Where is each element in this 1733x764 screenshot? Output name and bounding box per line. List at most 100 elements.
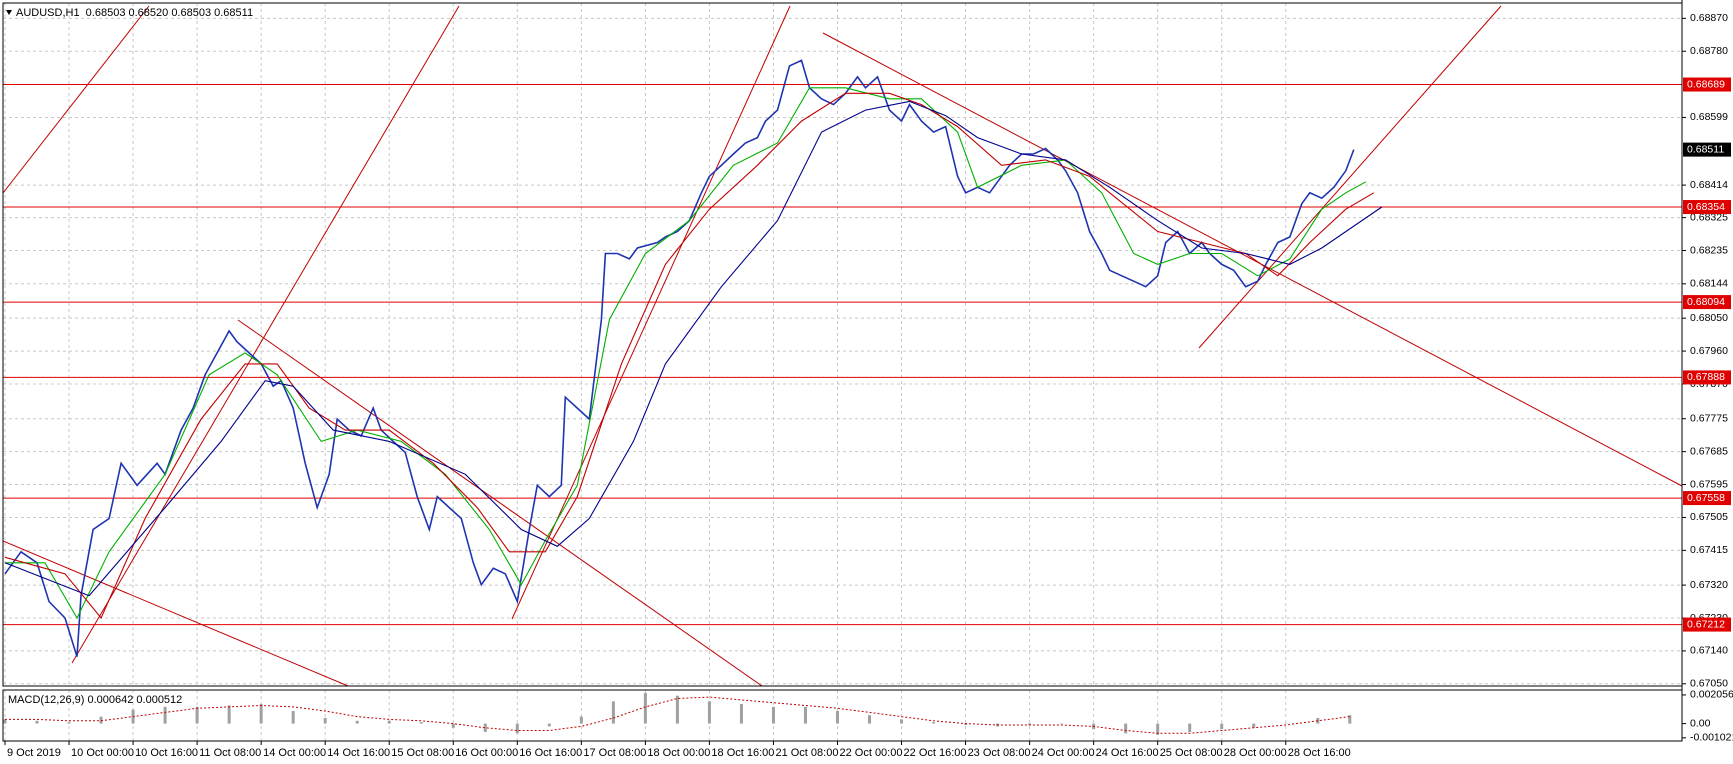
last-price-bg <box>1683 142 1731 157</box>
y-tick-label: 0.67415 <box>1690 544 1728 556</box>
x-tick-label: 17 Oct 08:00 <box>583 747 646 759</box>
level-label-bg <box>1683 200 1731 215</box>
y-tick-label: 0.68144 <box>1690 278 1728 290</box>
level-label: 0.67558 <box>1687 492 1725 504</box>
macd-label: MACD(12,26,9) 0.000642 0.000512 <box>8 694 182 706</box>
y-tick-label: 0.68050 <box>1690 312 1728 324</box>
x-tick-label: 28 Oct 16:00 <box>1288 747 1351 759</box>
macd-bar <box>259 704 263 724</box>
y-tick-label: 0.67140 <box>1690 645 1728 657</box>
macd-bar <box>1188 723 1192 732</box>
y-tick-label: 0.68235 <box>1690 244 1728 256</box>
level-label: 0.68094 <box>1687 296 1725 308</box>
x-tick-label: 23 Oct 08:00 <box>968 747 1031 759</box>
menu-icon <box>6 10 12 15</box>
trendline <box>1198 5 1502 349</box>
x-tick-label: 24 Oct 00:00 <box>1032 747 1095 759</box>
label-layer: 9 Oct 2019 10 Oct 00:00 10 Oct 16:00 11 Oct… <box>3 0 1733 759</box>
macd-bar <box>355 720 359 724</box>
macd-bar <box>291 711 295 724</box>
trendline <box>3 5 150 194</box>
macd-bar <box>387 720 391 724</box>
y-tick-label: 0.68414 <box>1690 179 1728 191</box>
x-tick-label: 16 Oct 16:00 <box>519 747 582 759</box>
macd-bar <box>323 718 327 724</box>
y-tick-label: 0.67320 <box>1690 579 1728 591</box>
macd-bar <box>35 720 39 724</box>
chart-title: AUDUSD,H1 0.68503 0.68520 0.68503 0.6851… <box>16 7 253 19</box>
level-label: 0.68354 <box>1687 201 1725 213</box>
macd-bar <box>227 705 231 724</box>
macd-bar <box>739 704 743 724</box>
macd-bar <box>707 701 711 724</box>
y-tick-label: 0.67685 <box>1690 445 1728 457</box>
macd-bar <box>868 715 872 724</box>
x-tick-label: 14 Oct 16:00 <box>327 747 390 759</box>
x-tick-label: 28 Oct 00:00 <box>1224 747 1287 759</box>
macd-bar <box>99 716 103 724</box>
level-label-bg <box>1683 77 1731 92</box>
macd-bar <box>195 706 199 724</box>
y-tick-label: 0.68325 <box>1690 211 1728 223</box>
macd-bar <box>1156 723 1160 735</box>
macd-bar <box>547 723 551 727</box>
level-label: 0.67888 <box>1687 371 1725 383</box>
level-label-bg <box>1683 370 1731 385</box>
macd-bar <box>932 722 936 724</box>
macd-bar <box>67 722 71 724</box>
x-tick-label: 14 Oct 00:00 <box>263 747 326 759</box>
y-tick-label: 0.68870 <box>1690 12 1728 24</box>
macd-bar <box>483 723 487 732</box>
moving-average <box>5 87 1367 620</box>
x-tick-label: 18 Oct 16:00 <box>711 747 774 759</box>
y-tick-label: 0.67505 <box>1690 511 1728 523</box>
macd-bar <box>1284 723 1288 725</box>
level-label: 0.68689 <box>1687 78 1725 90</box>
x-tick-label: 22 Oct 16:00 <box>904 747 967 759</box>
y-tick-label: 0.67775 <box>1690 413 1728 425</box>
trendline <box>3 540 349 686</box>
x-tick-label: 16 Oct 00:00 <box>455 747 518 759</box>
x-tick-label: 15 Oct 08:00 <box>391 747 454 759</box>
macd-bar <box>611 701 615 724</box>
macd-bar <box>451 723 455 728</box>
macd-y-tick-label: 0.002056 <box>1690 689 1733 701</box>
macd-y-tick-label: -0.001021 <box>1690 732 1733 744</box>
y-tick-label: 0.67595 <box>1690 478 1728 490</box>
x-tick-label: 22 Oct 00:00 <box>839 747 902 759</box>
x-tick-label: 10 Oct 16:00 <box>135 747 198 759</box>
macd-bar <box>1252 723 1256 728</box>
level-label-bg <box>1683 295 1731 310</box>
level-label: 0.67212 <box>1687 618 1725 630</box>
trendlines <box>3 5 1682 686</box>
macd-bar <box>900 719 904 724</box>
macd-signal <box>5 696 1350 734</box>
macd-bar <box>835 711 839 724</box>
trendline <box>511 5 791 620</box>
macd-bar <box>579 716 583 724</box>
macd-bar <box>1220 723 1224 730</box>
macd-bar <box>3 719 7 724</box>
macd-bar <box>1348 715 1352 724</box>
macd-bar <box>964 723 968 725</box>
macd-bar <box>163 706 167 724</box>
x-tick-label: 9 Oct 2019 <box>7 747 61 759</box>
last-price-label: 0.68511 <box>1687 143 1724 155</box>
y-tick-label: 0.67050 <box>1690 678 1728 690</box>
macd-bar <box>1028 723 1032 725</box>
y-tick-label: 0.68780 <box>1690 45 1728 57</box>
level-label-bg <box>1683 491 1731 506</box>
macd-bar <box>1060 723 1064 725</box>
y-tick-label: 0.67960 <box>1690 345 1728 357</box>
macd-bar <box>515 723 519 734</box>
x-tick-label: 11 Oct 08:00 <box>199 747 261 759</box>
macd-bar <box>803 706 807 724</box>
moving-average <box>4 100 1383 597</box>
trendline <box>822 32 1682 487</box>
moving-average <box>4 92 1375 620</box>
y-tick-label: 0.68599 <box>1690 111 1728 123</box>
plot-layer <box>3 59 1682 657</box>
x-tick-label: 25 Oct 08:00 <box>1160 747 1223 759</box>
x-tick-label: 24 Oct 16:00 <box>1096 747 1159 759</box>
